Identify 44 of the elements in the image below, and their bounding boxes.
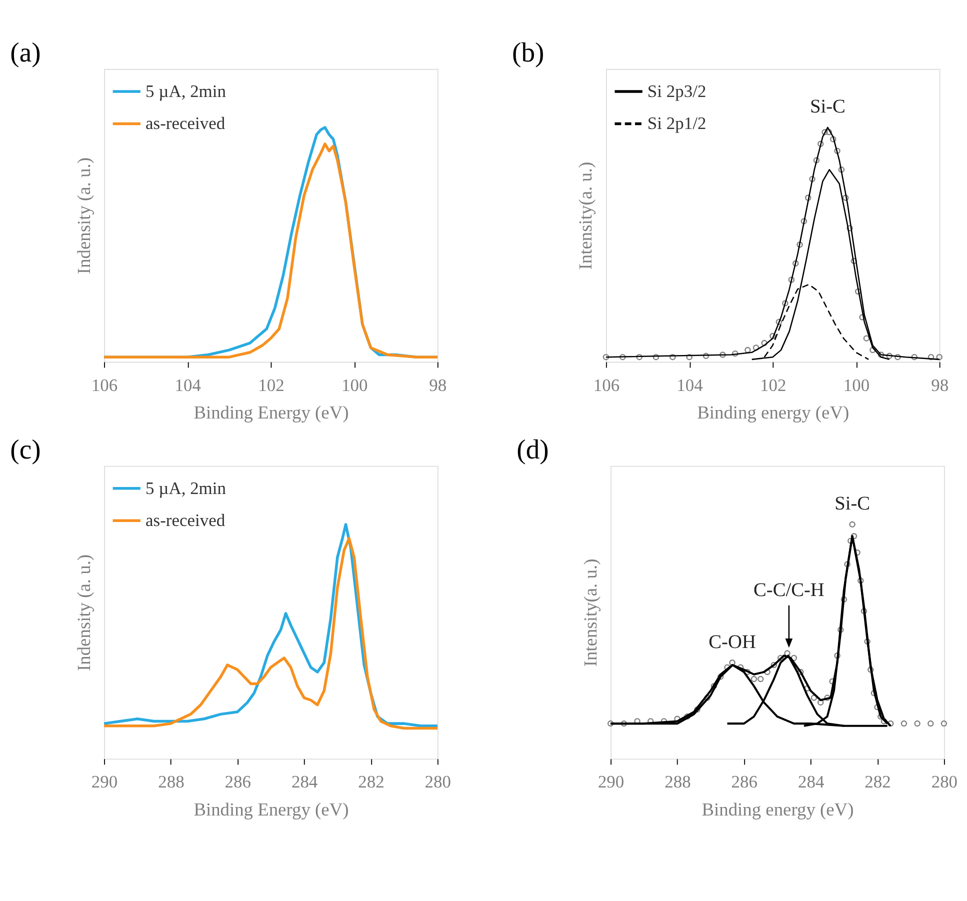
x-tick-label: 282 [864,772,891,792]
y-axis-title: Intensity(a. u.) [576,162,596,270]
x-axis-title: Binding energy (eV) [702,799,854,820]
x-tick-label: 282 [358,772,384,792]
x-tick-label: 102 [258,374,284,395]
annotation: C-C/C-H [754,580,824,602]
x-tick-label: 288 [158,772,185,792]
x-tick-label: 290 [91,772,118,792]
x-tick-label: 280 [931,772,958,792]
x-tick-label: 102 [760,374,786,395]
x-tick-label: 100 [843,374,870,395]
annotation: Si-C [834,494,870,515]
x-tick-label: 284 [798,772,824,792]
chart-title: (c) [10,433,41,464]
legend-label: Si 2p3/2 [647,80,706,101]
x-tick-label: 100 [341,374,368,395]
x-axis-title: Binding Energy (eV) [194,402,349,422]
x-tick-label: 284 [291,772,318,792]
y-axis-title: Intensity(a. u.) [580,558,600,667]
x-tick-label: 106 [91,374,118,395]
x-tick-label: 106 [593,374,620,395]
legend-label: 5 µA, 2min [146,478,226,498]
x-axis-title: Binding energy (eV) [697,402,850,422]
y-axis-title: Indensity (a. u.) [74,554,94,672]
x-tick-label: 98 [931,374,949,395]
y-axis-title: Indensity (a. u.) [74,158,94,274]
x-tick-label: 98 [429,374,447,395]
legend-label: as-received [146,510,226,530]
x-tick-label: 280 [424,772,452,792]
x-tick-label: 286 [731,772,758,792]
x-tick-label: 290 [598,772,624,792]
x-tick-label: 288 [664,772,692,792]
x-tick-label: 104 [174,374,202,395]
legend-label: as-received [146,113,226,134]
chart-title: (d) [516,433,549,464]
chart-title: (b) [512,36,544,68]
legend-label: 5 µA, 2min [146,80,226,101]
x-tick-label: 104 [676,374,704,395]
legend-label: Si 2p1/2 [647,113,706,134]
x-axis-title: Binding Energy (eV) [194,799,349,820]
x-tick-label: 286 [224,772,252,792]
chart-title: (a) [10,36,41,68]
annotation: Si-C [810,96,846,118]
annotation: C-OH [708,632,756,653]
